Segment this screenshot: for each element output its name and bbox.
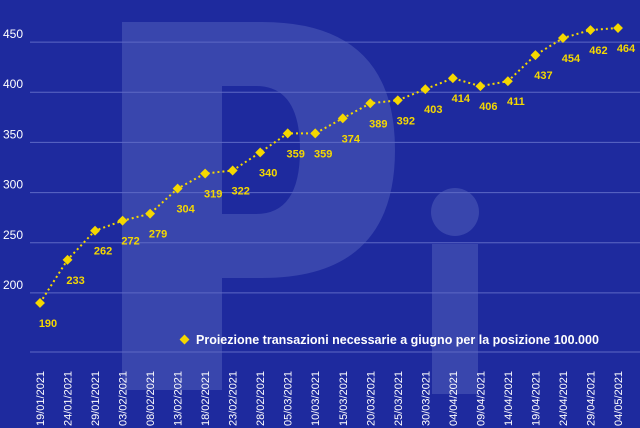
data-point: [558, 33, 568, 44]
data-label: 392: [397, 115, 415, 127]
data-point: [227, 165, 238, 176]
x-tick-label: 09/04/2021: [475, 371, 487, 426]
data-label: 403: [424, 104, 442, 116]
x-tick-label: 19/01/2021: [35, 371, 47, 426]
data-label: 359: [314, 148, 332, 160]
x-tick-label: 30/03/2021: [420, 371, 432, 426]
data-label: 322: [231, 186, 249, 198]
data-point: [392, 95, 403, 106]
x-tick-label: 03/02/2021: [118, 371, 130, 426]
data-point: [282, 128, 293, 139]
data-point: [172, 183, 183, 194]
y-tick-label: 250: [3, 228, 23, 242]
data-label: 272: [121, 236, 139, 248]
data-label: 406: [479, 101, 497, 113]
data-label: 389: [369, 118, 387, 130]
data-label: 190: [39, 318, 57, 330]
x-tick-label: 24/01/2021: [63, 371, 75, 426]
x-tick-label: 19/04/2021: [530, 371, 542, 426]
watermark-logo: [122, 22, 479, 394]
data-label: 340: [259, 167, 277, 179]
data-labels: 190 233 262 272 279 304 319 322 340 359 359 374 389 3…: [39, 43, 636, 330]
x-tick-label: 08/02/2021: [145, 371, 157, 426]
data-label: 279: [149, 229, 167, 241]
data-point: [90, 225, 100, 236]
x-tick-label: 05/03/2021: [283, 371, 295, 426]
x-tick-label: 14/04/2021: [503, 371, 515, 426]
x-tick-label: 29/01/2021: [90, 371, 102, 426]
y-tick-label: 400: [3, 77, 23, 91]
data-label: 374: [342, 133, 361, 145]
data-label: 319: [204, 189, 222, 201]
x-tick-label: 15/03/2021: [338, 371, 350, 426]
data-label: 359: [287, 148, 305, 160]
data-point: [530, 50, 541, 61]
data-point: [613, 23, 623, 33]
data-point: [310, 128, 321, 139]
x-tick-label: 04/04/2021: [448, 371, 460, 426]
y-tick-label: 450: [3, 27, 23, 41]
x-tick-label: 28/02/2021: [255, 371, 267, 426]
data-point: [255, 147, 266, 158]
x-tick-label: 10/03/2021: [310, 371, 322, 426]
gridlines: [30, 41, 640, 353]
data-label: 304: [176, 204, 195, 216]
y-axis-ticks: 200 250 300 350 400 450: [3, 27, 23, 292]
data-label: 437: [534, 70, 552, 82]
legend-label: Proiezione transazioni necessarie a giug…: [196, 333, 599, 347]
data-point: [117, 215, 128, 226]
data-label: 411: [507, 96, 525, 108]
data-point: [35, 298, 45, 308]
x-axis-ticks: 19/01/2021 24/01/2021 29/01/2021 03/02/2021…: [35, 371, 625, 426]
data-label: 262: [94, 246, 112, 258]
data-label: 462: [589, 45, 607, 57]
legend: Proiezione transazioni necessarie a giug…: [179, 333, 599, 347]
y-tick-label: 200: [3, 278, 23, 292]
data-point: [447, 73, 458, 84]
y-tick-label: 300: [3, 178, 23, 192]
data-label: 233: [66, 275, 84, 287]
x-tick-label: 29/04/2021: [585, 371, 597, 426]
data-label: 414: [452, 93, 471, 105]
legend-marker: [179, 334, 190, 345]
x-tick-label: 04/05/2021: [613, 371, 625, 426]
data-point: [200, 168, 211, 179]
x-tick-label: 24/04/2021: [558, 371, 570, 426]
x-tick-label: 18/02/2021: [200, 371, 212, 426]
data-point: [475, 81, 486, 92]
data-point: [585, 25, 596, 35]
x-tick-label: 20/03/2021: [365, 371, 377, 426]
x-tick-label: 25/03/2021: [393, 371, 405, 426]
data-point: [145, 208, 156, 219]
x-tick-label: 13/02/2021: [173, 371, 185, 426]
data-label: 464: [617, 43, 636, 55]
data-label: 454: [562, 53, 581, 65]
y-tick-label: 350: [3, 127, 23, 141]
x-tick-label: 23/02/2021: [228, 371, 240, 426]
